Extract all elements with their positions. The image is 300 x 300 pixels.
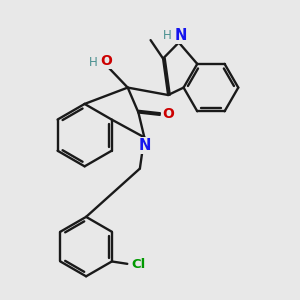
Text: H: H: [163, 28, 172, 42]
Text: H: H: [89, 56, 98, 68]
Text: N: N: [174, 28, 187, 43]
Text: N: N: [139, 138, 151, 153]
Text: Cl: Cl: [131, 258, 146, 271]
Text: O: O: [162, 107, 174, 121]
Text: O: O: [100, 54, 112, 68]
